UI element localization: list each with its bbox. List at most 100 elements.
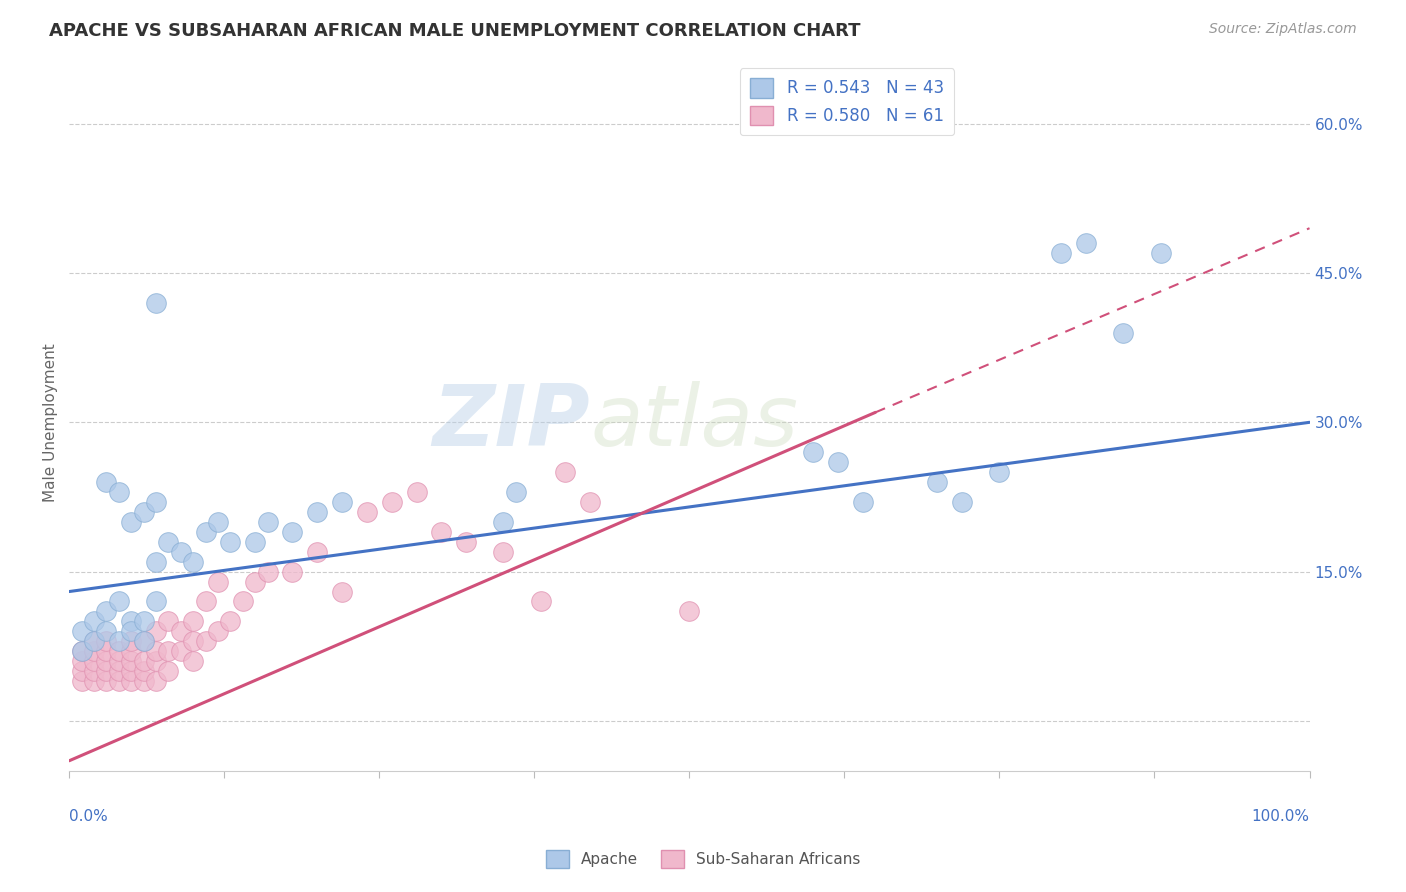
Point bbox=[83, 634, 105, 648]
Point bbox=[132, 634, 155, 648]
Point bbox=[108, 634, 131, 648]
Point bbox=[579, 495, 602, 509]
Point bbox=[988, 465, 1011, 479]
Point bbox=[1112, 326, 1135, 340]
Point bbox=[170, 545, 193, 559]
Point bbox=[554, 465, 576, 479]
Point bbox=[181, 555, 204, 569]
Legend: Apache, Sub-Saharan Africans: Apache, Sub-Saharan Africans bbox=[540, 844, 866, 873]
Point bbox=[170, 624, 193, 639]
Point bbox=[145, 674, 167, 689]
Point bbox=[381, 495, 404, 509]
Text: ZIP: ZIP bbox=[433, 381, 591, 464]
Point bbox=[827, 455, 849, 469]
Point bbox=[330, 495, 353, 509]
Point bbox=[132, 664, 155, 678]
Point bbox=[96, 644, 118, 658]
Point bbox=[245, 574, 267, 589]
Point bbox=[678, 604, 700, 618]
Point bbox=[181, 615, 204, 629]
Point bbox=[245, 534, 267, 549]
Point bbox=[83, 644, 105, 658]
Point bbox=[950, 495, 973, 509]
Point bbox=[194, 594, 217, 608]
Point bbox=[145, 624, 167, 639]
Point bbox=[96, 634, 118, 648]
Point bbox=[529, 594, 551, 608]
Point bbox=[1050, 246, 1073, 260]
Point bbox=[219, 615, 242, 629]
Point bbox=[281, 524, 304, 539]
Point bbox=[157, 644, 180, 658]
Point bbox=[456, 534, 478, 549]
Point bbox=[108, 644, 131, 658]
Point bbox=[145, 296, 167, 310]
Point bbox=[256, 565, 278, 579]
Point bbox=[170, 644, 193, 658]
Point bbox=[120, 634, 142, 648]
Point bbox=[108, 594, 131, 608]
Point bbox=[157, 615, 180, 629]
Point bbox=[120, 674, 142, 689]
Y-axis label: Male Unemployment: Male Unemployment bbox=[44, 343, 58, 501]
Point bbox=[83, 664, 105, 678]
Point bbox=[194, 524, 217, 539]
Point bbox=[120, 644, 142, 658]
Point bbox=[132, 505, 155, 519]
Point bbox=[157, 664, 180, 678]
Point bbox=[492, 515, 515, 529]
Point bbox=[108, 674, 131, 689]
Text: APACHE VS SUBSAHARAN AFRICAN MALE UNEMPLOYMENT CORRELATION CHART: APACHE VS SUBSAHARAN AFRICAN MALE UNEMPL… bbox=[49, 22, 860, 40]
Point bbox=[108, 664, 131, 678]
Point bbox=[120, 664, 142, 678]
Point bbox=[803, 445, 825, 459]
Point bbox=[307, 545, 329, 559]
Point bbox=[1076, 236, 1098, 251]
Point bbox=[157, 534, 180, 549]
Point bbox=[145, 495, 167, 509]
Point bbox=[132, 615, 155, 629]
Text: atlas: atlas bbox=[591, 381, 799, 464]
Text: 100.0%: 100.0% bbox=[1251, 809, 1309, 824]
Point bbox=[70, 644, 93, 658]
Point bbox=[96, 624, 118, 639]
Point bbox=[70, 674, 93, 689]
Point bbox=[132, 654, 155, 668]
Point bbox=[83, 615, 105, 629]
Point bbox=[120, 515, 142, 529]
Point bbox=[505, 485, 527, 500]
Point bbox=[219, 534, 242, 549]
Point bbox=[207, 624, 229, 639]
Point bbox=[108, 485, 131, 500]
Point bbox=[405, 485, 427, 500]
Point bbox=[852, 495, 875, 509]
Point bbox=[132, 634, 155, 648]
Point bbox=[145, 555, 167, 569]
Point bbox=[356, 505, 378, 519]
Point bbox=[120, 615, 142, 629]
Point bbox=[827, 96, 849, 111]
Point bbox=[96, 654, 118, 668]
Point bbox=[96, 664, 118, 678]
Point bbox=[181, 634, 204, 648]
Point bbox=[330, 584, 353, 599]
Legend: R = 0.543   N = 43, R = 0.580   N = 61: R = 0.543 N = 43, R = 0.580 N = 61 bbox=[740, 69, 953, 136]
Point bbox=[145, 594, 167, 608]
Point bbox=[120, 654, 142, 668]
Point bbox=[492, 545, 515, 559]
Point bbox=[194, 634, 217, 648]
Point bbox=[83, 674, 105, 689]
Point bbox=[307, 505, 329, 519]
Text: Source: ZipAtlas.com: Source: ZipAtlas.com bbox=[1209, 22, 1357, 37]
Point bbox=[70, 644, 93, 658]
Point bbox=[96, 604, 118, 618]
Point bbox=[927, 475, 949, 489]
Point bbox=[120, 624, 142, 639]
Point bbox=[83, 634, 105, 648]
Point bbox=[281, 565, 304, 579]
Point bbox=[145, 654, 167, 668]
Point bbox=[70, 654, 93, 668]
Point bbox=[70, 624, 93, 639]
Point bbox=[132, 674, 155, 689]
Point bbox=[256, 515, 278, 529]
